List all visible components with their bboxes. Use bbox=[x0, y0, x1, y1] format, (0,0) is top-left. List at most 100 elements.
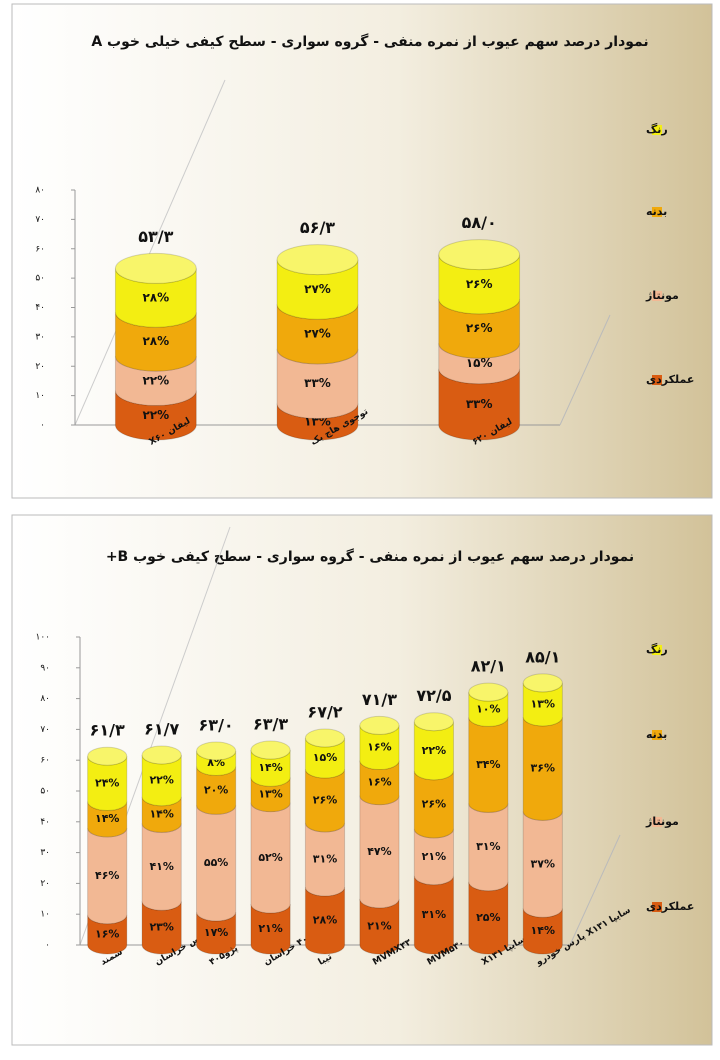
y-tick-label: ۶۰ bbox=[40, 756, 50, 766]
floor-edge bbox=[559, 314, 611, 426]
legend-label: رنگ bbox=[646, 122, 668, 136]
segment-label: ۲۶% bbox=[313, 793, 337, 806]
legend-label: عملکردی bbox=[646, 900, 694, 913]
total-label: ۶۱/۷ bbox=[144, 719, 179, 738]
legend-swatch bbox=[652, 730, 662, 740]
chart-title: نمودار درصد سهم عیوب از نمره منفی - گروه… bbox=[91, 33, 648, 50]
bar-cap bbox=[114, 252, 197, 284]
y-tick-label: ۱۰۰ bbox=[35, 633, 50, 643]
bar-segment bbox=[276, 304, 359, 365]
bar-segment bbox=[276, 259, 359, 320]
segment-label: ۲۳% bbox=[149, 921, 173, 934]
segment-label: ۱۶% bbox=[95, 927, 119, 940]
segment-label: ۲۲% bbox=[142, 408, 169, 422]
segment-label: ۳۱% bbox=[476, 840, 500, 853]
segment-label: ۲۲% bbox=[422, 744, 446, 757]
segment-label: ۳۴% bbox=[476, 758, 500, 771]
legend-swatch bbox=[652, 125, 662, 135]
segment-label: ۱۶% bbox=[367, 740, 391, 753]
segment-label: ۱۳% bbox=[258, 788, 282, 801]
back-wall bbox=[74, 79, 226, 426]
segment-label: ۲۵% bbox=[476, 911, 500, 924]
segment-label: ۳۳% bbox=[466, 397, 493, 411]
y-tick-label: ۴۰ bbox=[35, 303, 45, 313]
segment-label: ۱۴% bbox=[531, 924, 555, 937]
segment-label: ۱۴% bbox=[258, 761, 282, 774]
bar-cap bbox=[87, 746, 128, 766]
total-label: ۷۱/۳ bbox=[362, 690, 397, 709]
y-tick-label: ۷۰ bbox=[35, 215, 45, 225]
y-tick-label: ۲۰ bbox=[35, 362, 45, 372]
legend-label: مونتاژ bbox=[645, 815, 679, 828]
segment-label: ۳۱% bbox=[313, 852, 337, 865]
total-label: ۵۸/۰ bbox=[462, 213, 497, 232]
bar-cap bbox=[468, 682, 509, 702]
segment-label: ۲۲% bbox=[142, 373, 169, 387]
segment-label: ۱۴% bbox=[95, 812, 119, 825]
total-label: ۶۱/۳ bbox=[90, 721, 125, 740]
total-label: ۶۳/۰ bbox=[199, 715, 234, 734]
total-label: ۸۲/۱ bbox=[471, 657, 506, 676]
legend-swatch bbox=[652, 817, 662, 827]
segment-label: ۴۷% bbox=[367, 845, 391, 858]
y-tick-label: ۸۰ bbox=[40, 694, 50, 704]
segment-label: ۴۶% bbox=[95, 869, 119, 882]
y-tick-label: ۲۰ bbox=[40, 879, 50, 889]
segment-label: ۳۳% bbox=[304, 376, 331, 390]
bar-cap bbox=[438, 239, 521, 271]
legend-label: بدنه bbox=[646, 205, 667, 218]
y-tick-label: ۱۰ bbox=[40, 910, 50, 920]
segment-label: ۱۵% bbox=[313, 751, 337, 764]
segment-label: ۲۲% bbox=[149, 773, 173, 786]
segment-label: ۱۰% bbox=[476, 702, 500, 715]
legend-label: عملکردی bbox=[646, 373, 694, 386]
y-tick-label: ۸۰ bbox=[35, 186, 45, 196]
total-label: ۵۶/۳ bbox=[300, 218, 335, 237]
legend-swatch bbox=[652, 375, 662, 385]
segment-label: ۲۷% bbox=[304, 282, 331, 296]
segment-label: ۲۱% bbox=[367, 919, 391, 932]
total-label: ۷۲/۵ bbox=[416, 686, 451, 705]
y-tick-label: ۳۰ bbox=[40, 848, 50, 858]
bar-cap bbox=[413, 712, 454, 732]
segment-label: ۲۱% bbox=[422, 850, 446, 863]
segment-label: ۲۰% bbox=[204, 783, 228, 796]
segment-label: ۱۵% bbox=[466, 356, 493, 370]
y-tick-label: ۶۰ bbox=[35, 244, 45, 254]
segment-label: ۲۸% bbox=[142, 334, 169, 348]
y-tick-label: ۷۰ bbox=[40, 725, 50, 735]
y-tick-label: ۵۰ bbox=[40, 787, 50, 797]
bar-cap bbox=[359, 715, 400, 735]
legend-label: بدنه bbox=[646, 728, 667, 741]
legend-label: مونتاژ bbox=[645, 289, 679, 302]
segment-label: ۳۶% bbox=[531, 762, 555, 775]
segment-label: ۲۶% bbox=[466, 277, 493, 291]
segment-label: ۲۸% bbox=[142, 290, 169, 304]
segment-label: ۴۱% bbox=[149, 860, 173, 873]
segment-label: ۲۷% bbox=[304, 327, 331, 341]
y-tick-label: ۹۰ bbox=[40, 663, 50, 673]
legend-swatch bbox=[652, 291, 662, 301]
segment-label: ۳۱% bbox=[422, 908, 446, 921]
total-label: ۸۵/۱ bbox=[525, 647, 560, 666]
segment-label: ۳۷% bbox=[531, 857, 555, 870]
segment-label: ۲۶% bbox=[466, 321, 493, 335]
segment-label: ۲۱% bbox=[258, 922, 282, 935]
total-label: ۵۳/۳ bbox=[138, 227, 173, 246]
bar-cap bbox=[304, 728, 346, 748]
chart-title: نمودار درصد سهم عیوب از نمره منفی - گروه… bbox=[106, 548, 634, 565]
segment-label: ۱۷% bbox=[204, 926, 228, 939]
segment-label: ۱۴% bbox=[149, 808, 173, 821]
legend-swatch bbox=[652, 645, 662, 655]
bar-cap bbox=[196, 741, 237, 761]
segment-label: ۱۳% bbox=[531, 697, 555, 710]
segment-label: ۲۸% bbox=[313, 914, 337, 927]
bar-segment bbox=[276, 348, 359, 419]
y-tick-label: ۴۰ bbox=[40, 817, 50, 827]
y-tick-label: ۵۰ bbox=[35, 274, 45, 284]
y-tick-label: ۰ bbox=[45, 941, 50, 951]
bar-cap bbox=[141, 745, 182, 765]
segment-label: ۵۵% bbox=[204, 856, 228, 869]
